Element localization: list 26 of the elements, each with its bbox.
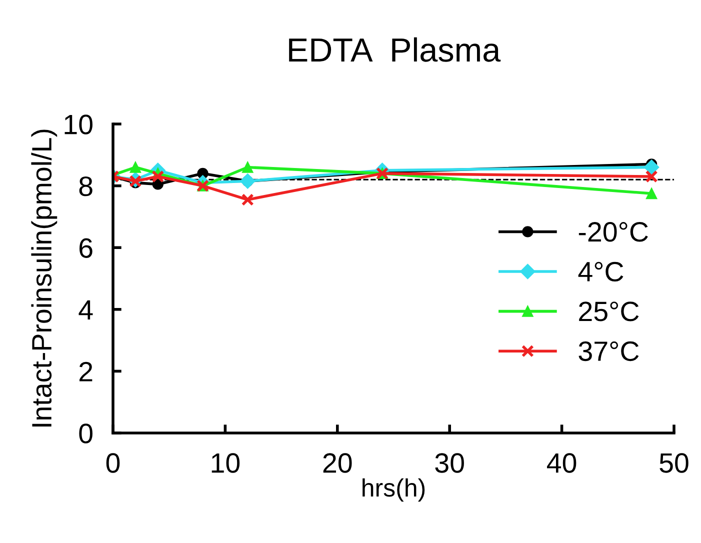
x-tick-label: 0 bbox=[106, 453, 120, 473]
point bbox=[646, 188, 658, 200]
y-tick-label: 2 bbox=[80, 362, 92, 382]
point bbox=[241, 193, 254, 206]
legend-label: 37°C bbox=[578, 341, 639, 362]
y-tick-label: 6 bbox=[80, 238, 92, 258]
legend-label: -20°C bbox=[578, 222, 648, 242]
y-tick-label: 4 bbox=[78, 300, 93, 320]
y-tick-label: 0 bbox=[79, 424, 92, 444]
x-tick-label: 10 bbox=[212, 453, 240, 473]
point bbox=[644, 160, 660, 175]
x-tick-label: 30 bbox=[435, 453, 464, 473]
x-tick-label: 20 bbox=[323, 453, 352, 473]
point bbox=[130, 162, 141, 173]
x-axis-title: hrs(h) bbox=[362, 478, 425, 502]
legend-label: 4°C bbox=[578, 262, 624, 282]
chart-title: EDTA Plasma bbox=[289, 37, 501, 62]
point bbox=[152, 170, 164, 183]
point bbox=[242, 162, 254, 173]
y-axis-title: Intact-Proinsulin(pmol/L) bbox=[31, 130, 58, 426]
y-tick-label: 8 bbox=[79, 176, 92, 196]
x-tick-label: 40 bbox=[546, 453, 576, 473]
y-tick-label: 10 bbox=[64, 114, 92, 134]
x-tick-label: 50 bbox=[660, 453, 688, 473]
legend-label: 25°C bbox=[579, 302, 639, 322]
point bbox=[645, 170, 658, 183]
